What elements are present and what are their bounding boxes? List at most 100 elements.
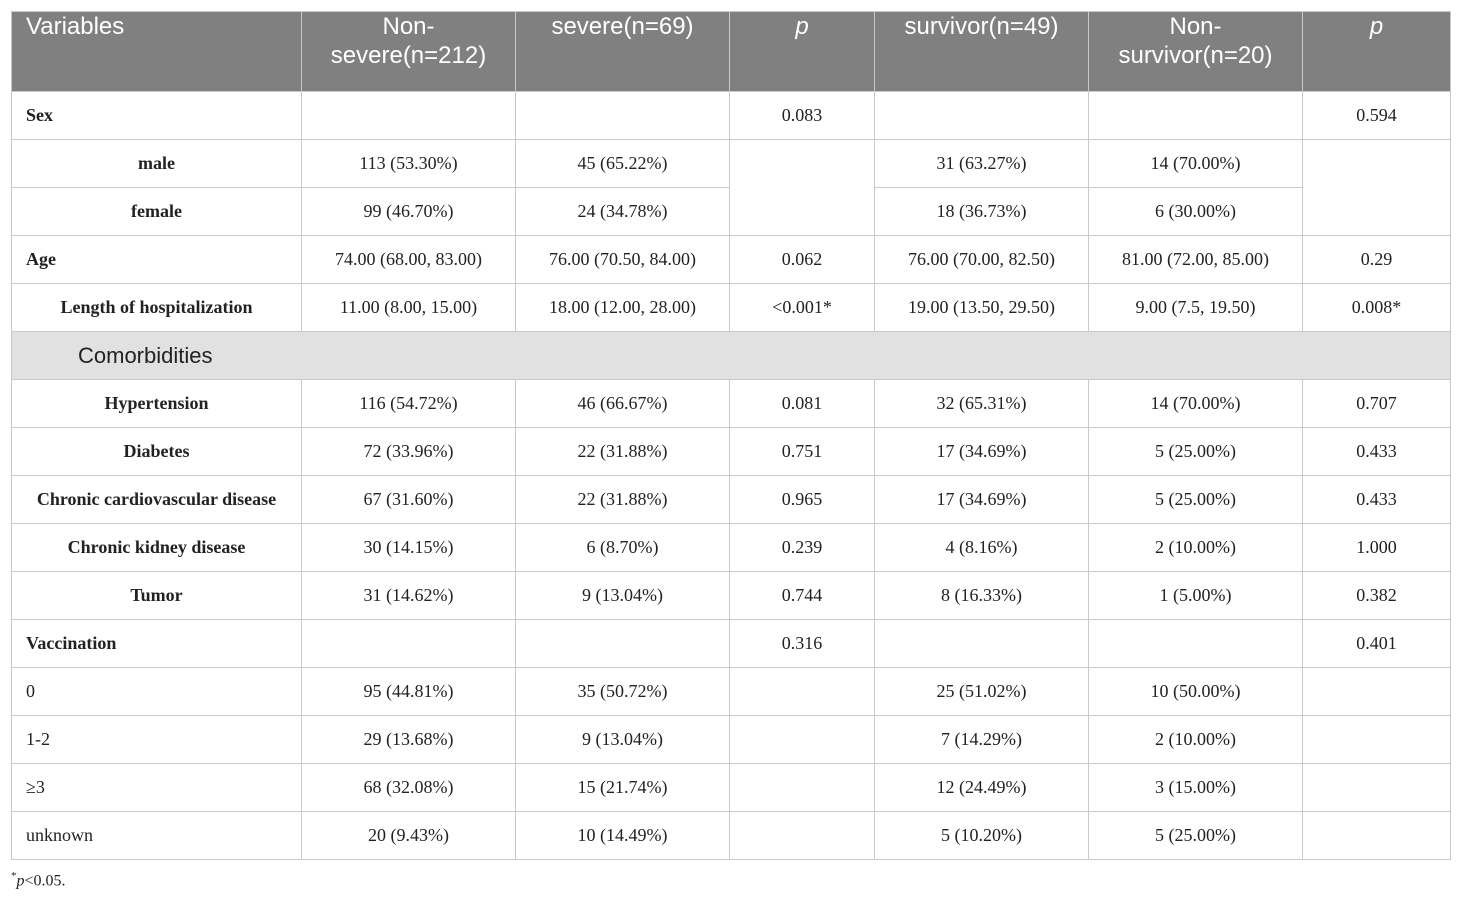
p-value: 0.744	[729, 571, 875, 620]
cell: 95 (44.81%)	[301, 667, 516, 716]
table-footnote: *p<0.05.	[11, 870, 66, 890]
row-label: 1-2	[11, 715, 302, 764]
row-label: Chronic cardiovascular disease	[11, 475, 302, 524]
row-label: Diabetes	[11, 427, 302, 476]
cell	[874, 91, 1089, 140]
cell: 22 (31.88%)	[515, 427, 730, 476]
p-value: 0.965	[729, 475, 875, 524]
cell: 68 (32.08%)	[301, 763, 516, 812]
cell: 14 (70.00%)	[1088, 139, 1303, 188]
p-value: <0.001*	[729, 283, 875, 332]
p-value: 0.29	[1302, 235, 1451, 284]
p-value: 0.083	[729, 91, 875, 140]
row-label: Sex	[11, 91, 302, 140]
row-label: male	[11, 139, 302, 188]
cell: 9.00 (7.5, 19.50)	[1088, 283, 1303, 332]
cell: 2 (10.00%)	[1088, 715, 1303, 764]
p-value: 0.382	[1302, 571, 1451, 620]
p-value: 0.594	[1302, 91, 1451, 140]
cell: 31 (14.62%)	[301, 571, 516, 620]
cell	[1088, 619, 1303, 668]
cell: 74.00 (68.00, 83.00)	[301, 235, 516, 284]
cell: 9 (13.04%)	[515, 715, 730, 764]
cell: 6 (30.00%)	[1088, 187, 1303, 236]
cell	[1088, 91, 1303, 140]
cell: 5 (10.20%)	[874, 811, 1089, 860]
cell	[1302, 715, 1451, 764]
section-row: Comorbidities	[11, 331, 1451, 380]
cell	[301, 619, 516, 668]
header-non-survivor: Non- survivor(n=20)	[1088, 11, 1303, 92]
cell: 10 (50.00%)	[1088, 667, 1303, 716]
row-label: Vaccination	[11, 619, 302, 668]
cell	[515, 91, 730, 140]
header-non-survivor-text: Non- survivor(n=20)	[1118, 13, 1273, 69]
section-label: Comorbidities	[11, 331, 1451, 380]
cell: 35 (50.72%)	[515, 667, 730, 716]
table-row: unknown 20 (9.43%) 10 (14.49%) 5 (10.20%…	[11, 811, 1451, 860]
cell: 17 (34.69%)	[874, 427, 1089, 476]
header-survivor: survivor(n=49)	[874, 11, 1089, 92]
cell	[1302, 811, 1451, 860]
cell: 8 (16.33%)	[874, 571, 1089, 620]
cell: 5 (25.00%)	[1088, 811, 1303, 860]
header-variables: Variables	[11, 11, 302, 92]
cell	[301, 91, 516, 140]
footnote-p: p	[16, 872, 25, 890]
cell: 18.00 (12.00, 28.00)	[515, 283, 730, 332]
cell: 10 (14.49%)	[515, 811, 730, 860]
cell: 30 (14.15%)	[301, 523, 516, 572]
cell: 45 (65.22%)	[515, 139, 730, 188]
cell: 5 (25.00%)	[1088, 475, 1303, 524]
cell: 15 (21.74%)	[515, 763, 730, 812]
cell	[874, 619, 1089, 668]
p-value: 0.062	[729, 235, 875, 284]
header-non-severe: Non- severe(n=212)	[301, 11, 516, 92]
cell: 17 (34.69%)	[874, 475, 1089, 524]
header-row: Variables Non- severe(n=212) severe(n=69…	[11, 11, 1451, 92]
cell: 67 (31.60%)	[301, 475, 516, 524]
cell: 46 (66.67%)	[515, 379, 730, 428]
p-value: 0.081	[729, 379, 875, 428]
header-p2: p	[1302, 11, 1451, 92]
cell: 20 (9.43%)	[301, 811, 516, 860]
p-value: 0.008*	[1302, 283, 1451, 332]
table-row: male 113 (53.30%) 45 (65.22%) 31 (63.27%…	[11, 139, 1451, 236]
cell	[729, 715, 875, 764]
cell: 24 (34.78%)	[515, 187, 730, 236]
p-value: 0.433	[1302, 475, 1451, 524]
p-value: 0.401	[1302, 619, 1451, 668]
p-value: 0.316	[729, 619, 875, 668]
footnote-marker: *	[11, 870, 17, 882]
table-row: Sex 0.083 0.594	[11, 91, 1451, 140]
row-label: ≥3	[11, 763, 302, 812]
table-row: Chronic cardiovascular disease 67 (31.60…	[11, 475, 1451, 524]
cell: 4 (8.16%)	[874, 523, 1089, 572]
table-row: Vaccination 0.316 0.401	[11, 619, 1451, 668]
row-label: Chronic kidney disease	[11, 523, 302, 572]
cell	[1302, 139, 1451, 236]
header-severe: severe(n=69)	[515, 11, 730, 92]
cell: 3 (15.00%)	[1088, 763, 1303, 812]
cell: 19.00 (13.50, 29.50)	[874, 283, 1089, 332]
cell: 1 (5.00%)	[1088, 571, 1303, 620]
cell: 11.00 (8.00, 15.00)	[301, 283, 516, 332]
cell: 14 (70.00%)	[1088, 379, 1303, 428]
cell: 22 (31.88%)	[515, 475, 730, 524]
cell	[1302, 763, 1451, 812]
cell: 31 (63.27%)	[874, 139, 1089, 188]
cell	[515, 619, 730, 668]
row-label: 0	[11, 667, 302, 716]
cell: 32 (65.31%)	[874, 379, 1089, 428]
p-value: 0.751	[729, 427, 875, 476]
cell: 12 (24.49%)	[874, 763, 1089, 812]
table-row: Hypertension 116 (54.72%) 46 (66.67%) 0.…	[11, 379, 1451, 428]
table-row: 1-2 29 (13.68%) 9 (13.04%) 7 (14.29%) 2 …	[11, 715, 1451, 764]
cell	[729, 763, 875, 812]
cell: 76.00 (70.50, 84.00)	[515, 235, 730, 284]
table-row: Age 74.00 (68.00, 83.00) 76.00 (70.50, 8…	[11, 235, 1451, 284]
table-row: ≥3 68 (32.08%) 15 (21.74%) 12 (24.49%) 3…	[11, 763, 1451, 812]
cell	[729, 667, 875, 716]
cell: 99 (46.70%)	[301, 187, 516, 236]
cell: 76.00 (70.00, 82.50)	[874, 235, 1089, 284]
